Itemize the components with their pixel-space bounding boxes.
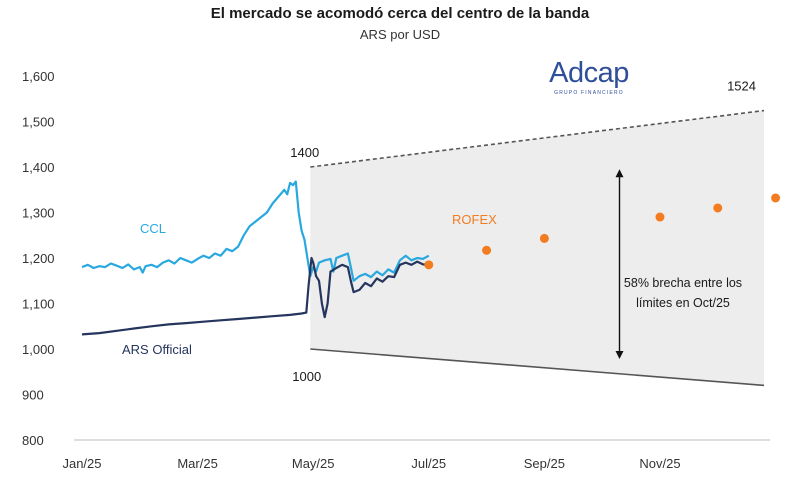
x-tick-label: Mar/25 xyxy=(177,456,217,471)
marker-layer xyxy=(424,169,781,360)
x-tick-label: Nov/25 xyxy=(639,456,680,471)
axis-layer: 800 900 1,000 1,100 1,200 1,300 1,400 1,500 1,60… xyxy=(22,69,770,471)
ccl-line xyxy=(81,180,430,282)
official-line xyxy=(81,256,429,336)
rofex-point xyxy=(482,245,492,255)
adcap-logo: Adcap GRUPO FINANCIERO xyxy=(533,58,645,96)
y-tick-label: 1,500 xyxy=(22,115,55,130)
y-tick-label: 1,300 xyxy=(22,206,55,221)
y-tick-label: 1,600 xyxy=(22,69,55,84)
x-tick-label: Sep/25 xyxy=(524,456,565,471)
x-tick-label: Jan/25 xyxy=(62,456,101,471)
gap-text-line1: 58% brecha entre los xyxy=(624,276,742,290)
lower-start-label: 1000 xyxy=(292,369,321,384)
y-tick-label: 1,400 xyxy=(22,160,55,175)
label-layer: 1400 1524 1000 58% brecha entre los límites … xyxy=(122,79,756,384)
rofex-point xyxy=(771,193,781,203)
band-lower-limit xyxy=(310,348,765,387)
y-tick-label: 1,000 xyxy=(22,342,55,357)
band-upper-limit xyxy=(310,109,765,168)
official-label: ARS Official xyxy=(122,342,192,357)
gap-text-line2: límites en Oct/25 xyxy=(636,296,730,310)
y-tick-label: 800 xyxy=(22,433,44,448)
y-tick-label: 1,200 xyxy=(22,251,55,266)
series-layer xyxy=(81,180,430,336)
rofex-point xyxy=(713,203,723,213)
upper-end-label: 1524 xyxy=(727,79,756,94)
gap-arrow-head-top xyxy=(615,169,624,178)
band-area xyxy=(310,110,764,386)
upper-start-label: 1400 xyxy=(290,145,319,160)
rofex-point xyxy=(655,212,665,222)
gap-arrow-head-bottom xyxy=(615,351,624,360)
rofex-label: ROFEX xyxy=(452,212,497,227)
rofex-point xyxy=(539,233,549,243)
chart-subtitle: ARS por USD xyxy=(359,27,441,42)
rofex-point xyxy=(424,260,434,270)
logo-wordmark: Adcap xyxy=(549,57,629,89)
x-tick-label: May/25 xyxy=(292,456,335,471)
ccl-label: CCL xyxy=(140,221,166,236)
chart-title: El mercado se acomodó cerca del centro d… xyxy=(210,5,590,22)
y-tick-label: 1,100 xyxy=(22,297,55,312)
band-layer xyxy=(310,109,765,387)
logo-tagline: GRUPO FINANCIERO xyxy=(554,90,624,96)
x-tick-label: Jul/25 xyxy=(411,456,446,471)
y-tick-label: 900 xyxy=(22,388,44,403)
